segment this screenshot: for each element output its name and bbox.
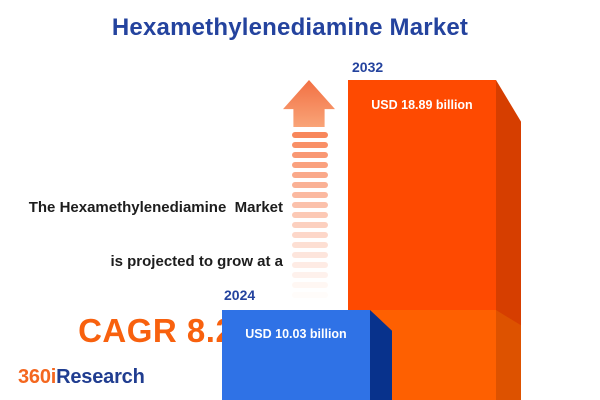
arrow-stripe (292, 232, 328, 238)
growth-arrow-icon (283, 80, 335, 127)
bar-2024-side (370, 310, 392, 400)
bar-2024-front (222, 310, 370, 400)
tagline-line-2: is projected to grow at a (110, 253, 283, 270)
arrow-stripe (292, 292, 328, 298)
arrow-stripe (292, 162, 328, 168)
brand-logo-suffix: Research (56, 366, 145, 388)
year-label-2024: 2024 (224, 287, 256, 303)
arrow-stripe (292, 202, 328, 208)
bar-2032-lower-side (496, 310, 521, 400)
brand-logo-prefix: 360i (18, 366, 57, 388)
year-label-2032: 2032 (352, 59, 384, 75)
arrow-stripe (292, 222, 328, 228)
arrow-stripe (292, 152, 328, 158)
brand-logo: 360iResearch (18, 366, 145, 389)
arrow-stripe (292, 272, 328, 278)
arrow-stripe (292, 262, 328, 268)
page-title: Hexamethylenediamine Market (111, 14, 469, 41)
arrow-stripe (292, 142, 328, 148)
arrow-stripe (292, 212, 328, 218)
arrow-stripe (292, 172, 328, 178)
arrow-stripe (292, 282, 328, 288)
value-label-2024: USD 10.03 billion (245, 327, 347, 341)
growth-arrow-stripes (292, 132, 328, 302)
value-label-2032: USD 18.89 billion (371, 98, 473, 112)
arrow-stripe (292, 192, 328, 198)
arrow-stripe (292, 242, 328, 248)
arrow-stripe (292, 182, 328, 188)
arrow-stripe (292, 252, 328, 258)
arrow-stripe (292, 132, 328, 138)
tagline-line-1: The Hexamethylenediamine Market (28, 199, 283, 216)
